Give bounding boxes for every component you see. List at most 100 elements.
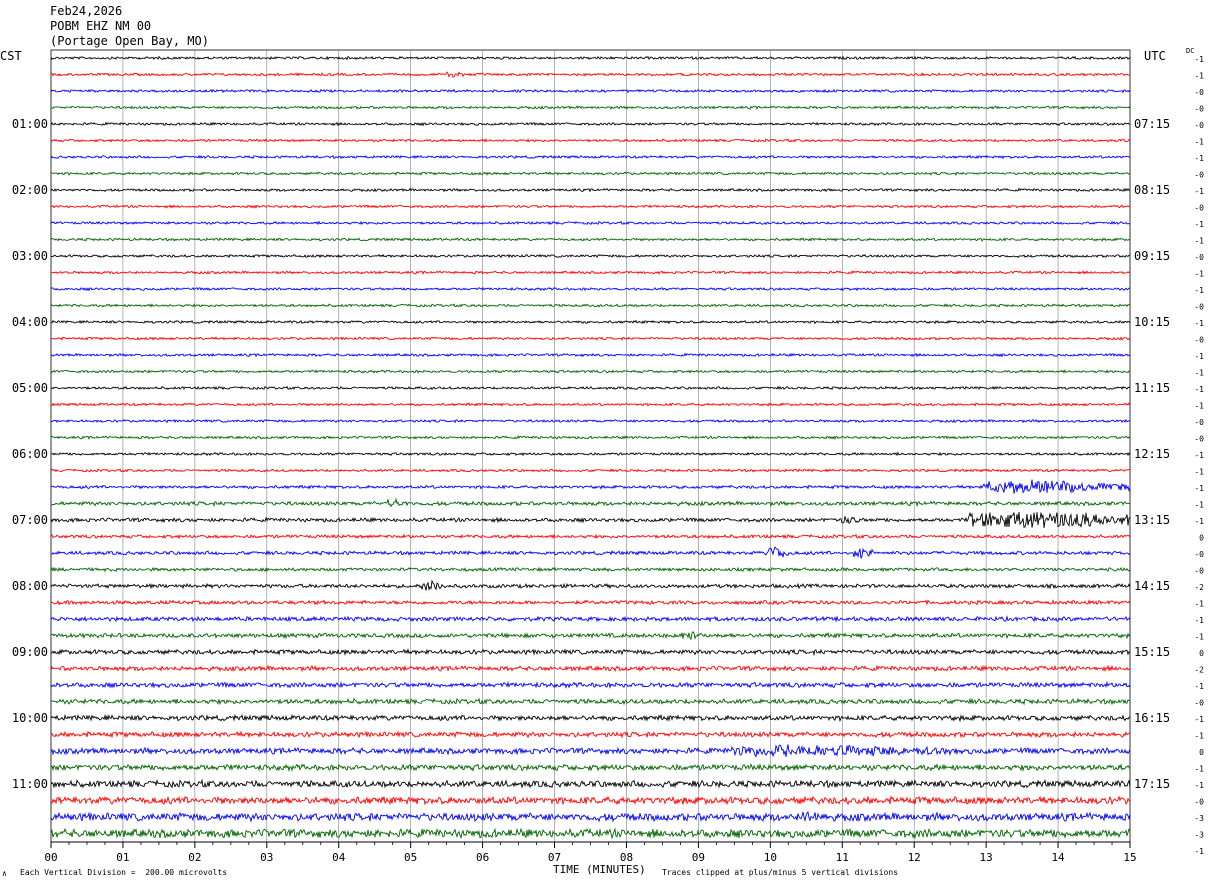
dc-offset-value: -0 bbox=[1194, 798, 1204, 807]
trace-line bbox=[50, 614, 1131, 623]
trace-line bbox=[50, 730, 1131, 739]
dc-offset-value: 0 bbox=[1199, 748, 1204, 757]
utc-hour-label: 14:15 bbox=[1134, 579, 1170, 593]
trace-line bbox=[50, 827, 1131, 840]
x-tick-label: 11 bbox=[836, 851, 849, 864]
trace-line bbox=[50, 105, 1131, 110]
dc-offset-value: -0 bbox=[1194, 171, 1204, 180]
trace-line bbox=[50, 303, 1131, 308]
utc-hour-label: 07:15 bbox=[1134, 117, 1170, 131]
utc-hour-label: 15:15 bbox=[1134, 645, 1170, 659]
trace-line bbox=[50, 598, 1131, 606]
trace-line bbox=[50, 468, 1131, 473]
corner-mark: ∧ bbox=[2, 869, 7, 878]
seismic-traces bbox=[50, 55, 1131, 840]
trace-line bbox=[50, 533, 1131, 540]
dc-offset-value: -1 bbox=[1194, 451, 1204, 460]
x-tick-label: 07 bbox=[548, 851, 561, 864]
dc-offset-value: -1 bbox=[1194, 517, 1204, 526]
trace-line bbox=[50, 479, 1131, 494]
dc-offset-value: -1 bbox=[1194, 501, 1204, 510]
cst-hour-label: 02:00 bbox=[12, 183, 48, 197]
x-axis-title: TIME (MINUTES) bbox=[553, 863, 646, 876]
trace-line bbox=[50, 154, 1131, 160]
dc-offset-value: -1 bbox=[1194, 484, 1204, 493]
dc-offset-value: -1 bbox=[1194, 468, 1204, 477]
location-title: (Portage Open Bay, MO) bbox=[50, 34, 209, 48]
utc-label: UTC bbox=[1144, 49, 1166, 63]
utc-hour-label: 08:15 bbox=[1134, 183, 1170, 197]
utc-hour-label: 17:15 bbox=[1134, 777, 1170, 791]
dc-offset-value: -0 bbox=[1194, 435, 1204, 444]
dc-offset-value: -2 bbox=[1194, 666, 1204, 675]
dc-offset-value: -1 bbox=[1194, 72, 1204, 81]
utc-hour-label: 16:15 bbox=[1134, 711, 1170, 725]
trace-line bbox=[50, 237, 1131, 242]
trace-line bbox=[50, 55, 1131, 61]
trace-line bbox=[50, 511, 1131, 529]
dc-offset-value: -1 bbox=[1194, 319, 1204, 328]
trace-line bbox=[50, 220, 1131, 226]
dc-offset-value: -1 bbox=[1194, 220, 1204, 229]
x-tick-label: 09 bbox=[692, 851, 705, 864]
trace-line bbox=[50, 138, 1131, 143]
trace-line bbox=[50, 435, 1131, 440]
dc-offset-value: -1 bbox=[1194, 732, 1204, 741]
trace-line bbox=[50, 88, 1131, 94]
date-title: Feb24,2026 bbox=[50, 4, 123, 18]
trace-line bbox=[50, 810, 1131, 823]
dc-offset-value: -1 bbox=[1194, 138, 1204, 147]
x-tick-label: 02 bbox=[188, 851, 201, 864]
trace-line bbox=[50, 795, 1131, 806]
dc-offset-value: 0 bbox=[1199, 534, 1204, 543]
utc-hour-label: 12:15 bbox=[1134, 447, 1170, 461]
dc-offset-value: -1 bbox=[1194, 765, 1204, 774]
trace-line bbox=[50, 270, 1131, 275]
cst-hour-label: 06:00 bbox=[12, 447, 48, 461]
trace-line bbox=[50, 778, 1131, 789]
trace-line bbox=[50, 187, 1131, 193]
dc-offset-value: -1 bbox=[1194, 600, 1204, 609]
dc-offset-value: -1 bbox=[1194, 55, 1204, 64]
cst-hour-label: 10:00 bbox=[12, 711, 48, 725]
trace-line bbox=[50, 385, 1131, 391]
dc-offset-value: -1 bbox=[1194, 616, 1204, 625]
cst-hour-label: 07:00 bbox=[12, 513, 48, 527]
trace-line bbox=[50, 71, 1131, 78]
dc-offset-value: -1 bbox=[1194, 402, 1204, 411]
trace-line bbox=[50, 648, 1131, 657]
dc-offset-value: -0 bbox=[1194, 204, 1204, 213]
x-tick-label: 00 bbox=[44, 851, 57, 864]
x-tick-label: 04 bbox=[332, 851, 346, 864]
trace-line bbox=[50, 204, 1130, 209]
dc-offset-value: -0 bbox=[1194, 88, 1204, 97]
dc-offset-value: -1 bbox=[1194, 270, 1204, 279]
dc-offset-value: -0 bbox=[1194, 699, 1204, 708]
dc-offset-value: -1 bbox=[1194, 237, 1204, 246]
x-tick-label: 10 bbox=[764, 851, 777, 864]
utc-hour-labels: 07:15 08:15 09:15 10:15 11:15 12:15 13:15 14:15… bbox=[1134, 117, 1170, 791]
trace-line bbox=[50, 697, 1131, 706]
trace-line bbox=[50, 253, 1131, 259]
trace-line bbox=[50, 744, 1131, 758]
cst-hour-label: 08:00 bbox=[12, 579, 48, 593]
trace-line bbox=[50, 546, 1131, 559]
dc-offset-labels: -1 -1 -0 -0 -0 -1 -1 -0 -1 -0 -1 -1 -0 -1 -1 -0 -1 -0 -1 -1… bbox=[1194, 55, 1204, 856]
dc-offset-value: -1 bbox=[1194, 352, 1204, 361]
x-tick-label: 08 bbox=[620, 851, 633, 864]
dc-offset-value: -1 bbox=[1194, 633, 1204, 642]
dc-offset-value: -1 bbox=[1194, 781, 1204, 790]
dc-offset-value: -1 bbox=[1194, 847, 1204, 856]
dc-offset-value: -1 bbox=[1194, 385, 1204, 394]
plot-frame bbox=[50, 49, 1131, 843]
dc-offset-value: -2 bbox=[1194, 583, 1204, 592]
dc-offset-value: -1 bbox=[1194, 286, 1204, 295]
dc-offset-value: -1 bbox=[1194, 154, 1204, 163]
time-axis: 00 01 02 03 04 05 06 07 08 09 10 11 12 13 14 15 bbox=[44, 841, 1137, 864]
dc-offset-value: -0 bbox=[1194, 418, 1204, 427]
utc-hour-label: 10:15 bbox=[1134, 315, 1170, 329]
cst-hour-label: 05:00 bbox=[12, 381, 48, 395]
dc-offset-value: -0 bbox=[1194, 253, 1204, 262]
trace-line bbox=[50, 418, 1131, 424]
